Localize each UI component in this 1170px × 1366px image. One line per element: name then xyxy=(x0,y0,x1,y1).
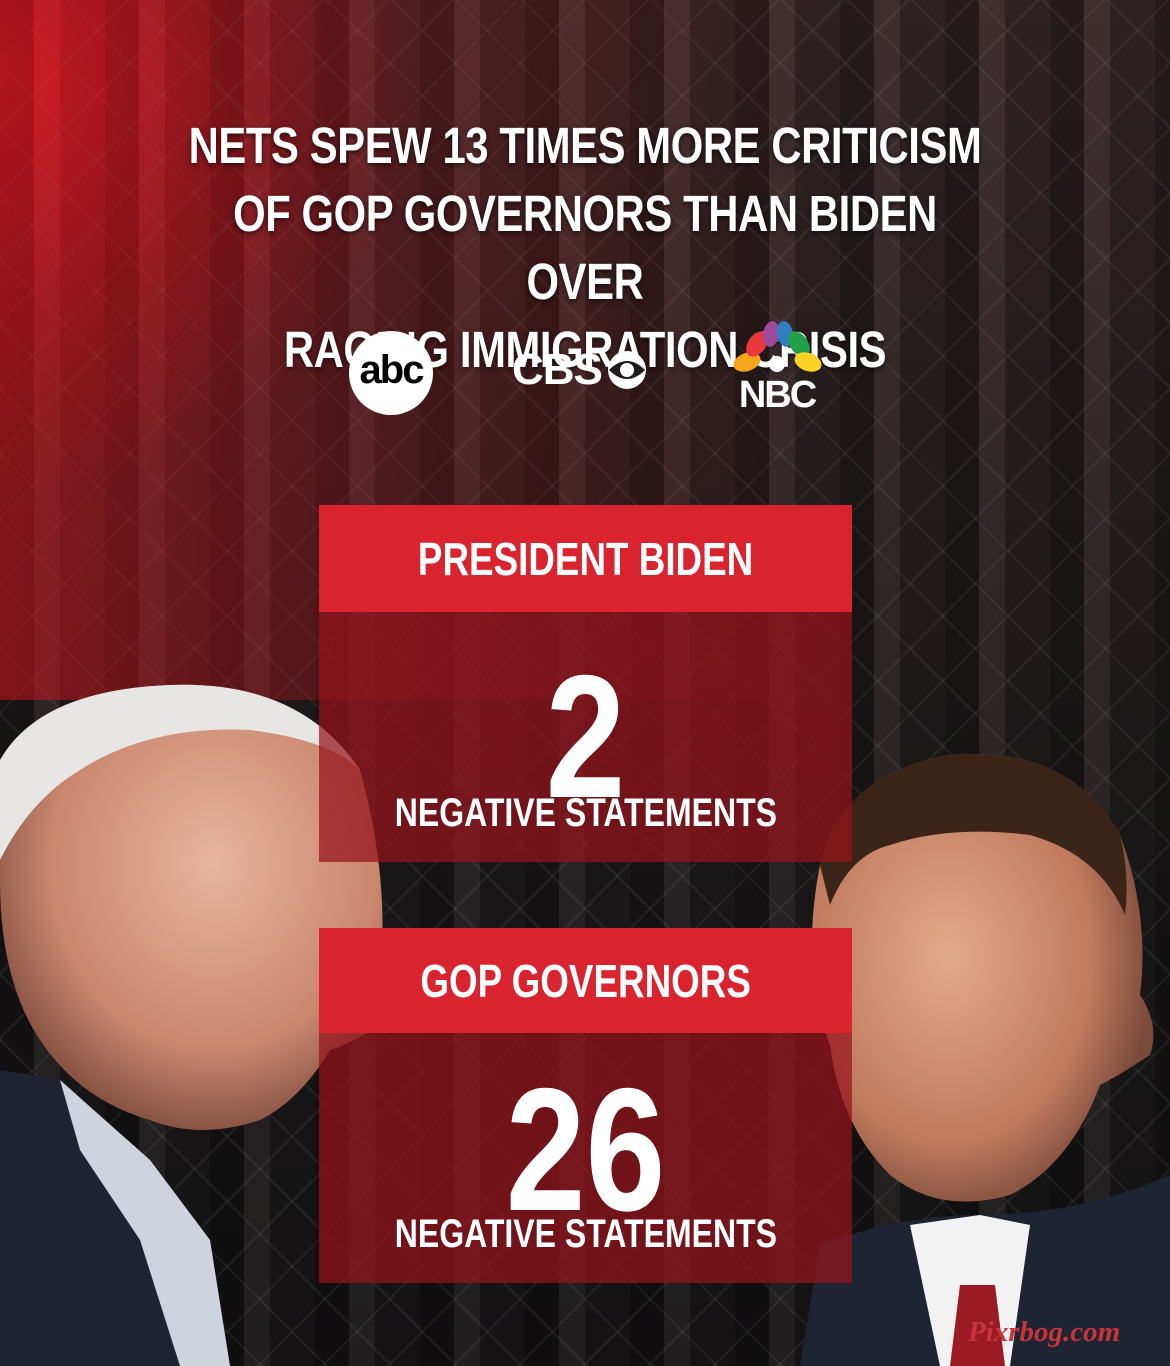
biden-count: 2 xyxy=(545,640,626,835)
cbs-eye-icon xyxy=(607,351,646,389)
governors-stat-label: NEGATIVE STATEMENTS xyxy=(319,1211,852,1257)
nbc-peacock-icon xyxy=(733,321,822,372)
nbc-logo-text: NBC xyxy=(738,374,817,416)
nbc-logo: NBC xyxy=(727,318,827,418)
abc-logo-text: abc xyxy=(359,347,425,392)
biden-header-text: PRESIDENT BIDEN xyxy=(417,532,754,585)
governors-stat-label-text: NEGATIVE STATEMENTS xyxy=(394,1212,777,1256)
headline-line-2: OF GOP GOVERNORS THAN BIDEN OVER xyxy=(233,185,937,310)
biden-panel-header: PRESIDENT BIDEN xyxy=(319,505,852,612)
cbs-logo: CBS xyxy=(512,340,662,400)
biden-stat-label: NEGATIVE STATEMENTS xyxy=(319,790,852,836)
left-person-photo xyxy=(0,684,389,1366)
right-person-photo xyxy=(800,754,1170,1366)
headline-line-1: NETS SPEW 13 TIMES MORE CRITICISM xyxy=(188,117,982,174)
watermark: Pixrbog.com xyxy=(968,1316,1121,1348)
governors-count: 26 xyxy=(505,1053,666,1248)
biden-panel-body: 2 NEGATIVE STATEMENTS xyxy=(319,612,852,862)
governors-panel-body: 26 NEGATIVE STATEMENTS xyxy=(319,1033,852,1283)
governors-header-text: GOP GOVERNORS xyxy=(420,954,751,1007)
biden-stat-label-text: NEGATIVE STATEMENTS xyxy=(394,791,777,835)
governors-panel-header: GOP GOVERNORS xyxy=(319,928,852,1033)
abc-logo: abc xyxy=(349,331,433,415)
cbs-logo-text: CBS xyxy=(512,345,603,394)
